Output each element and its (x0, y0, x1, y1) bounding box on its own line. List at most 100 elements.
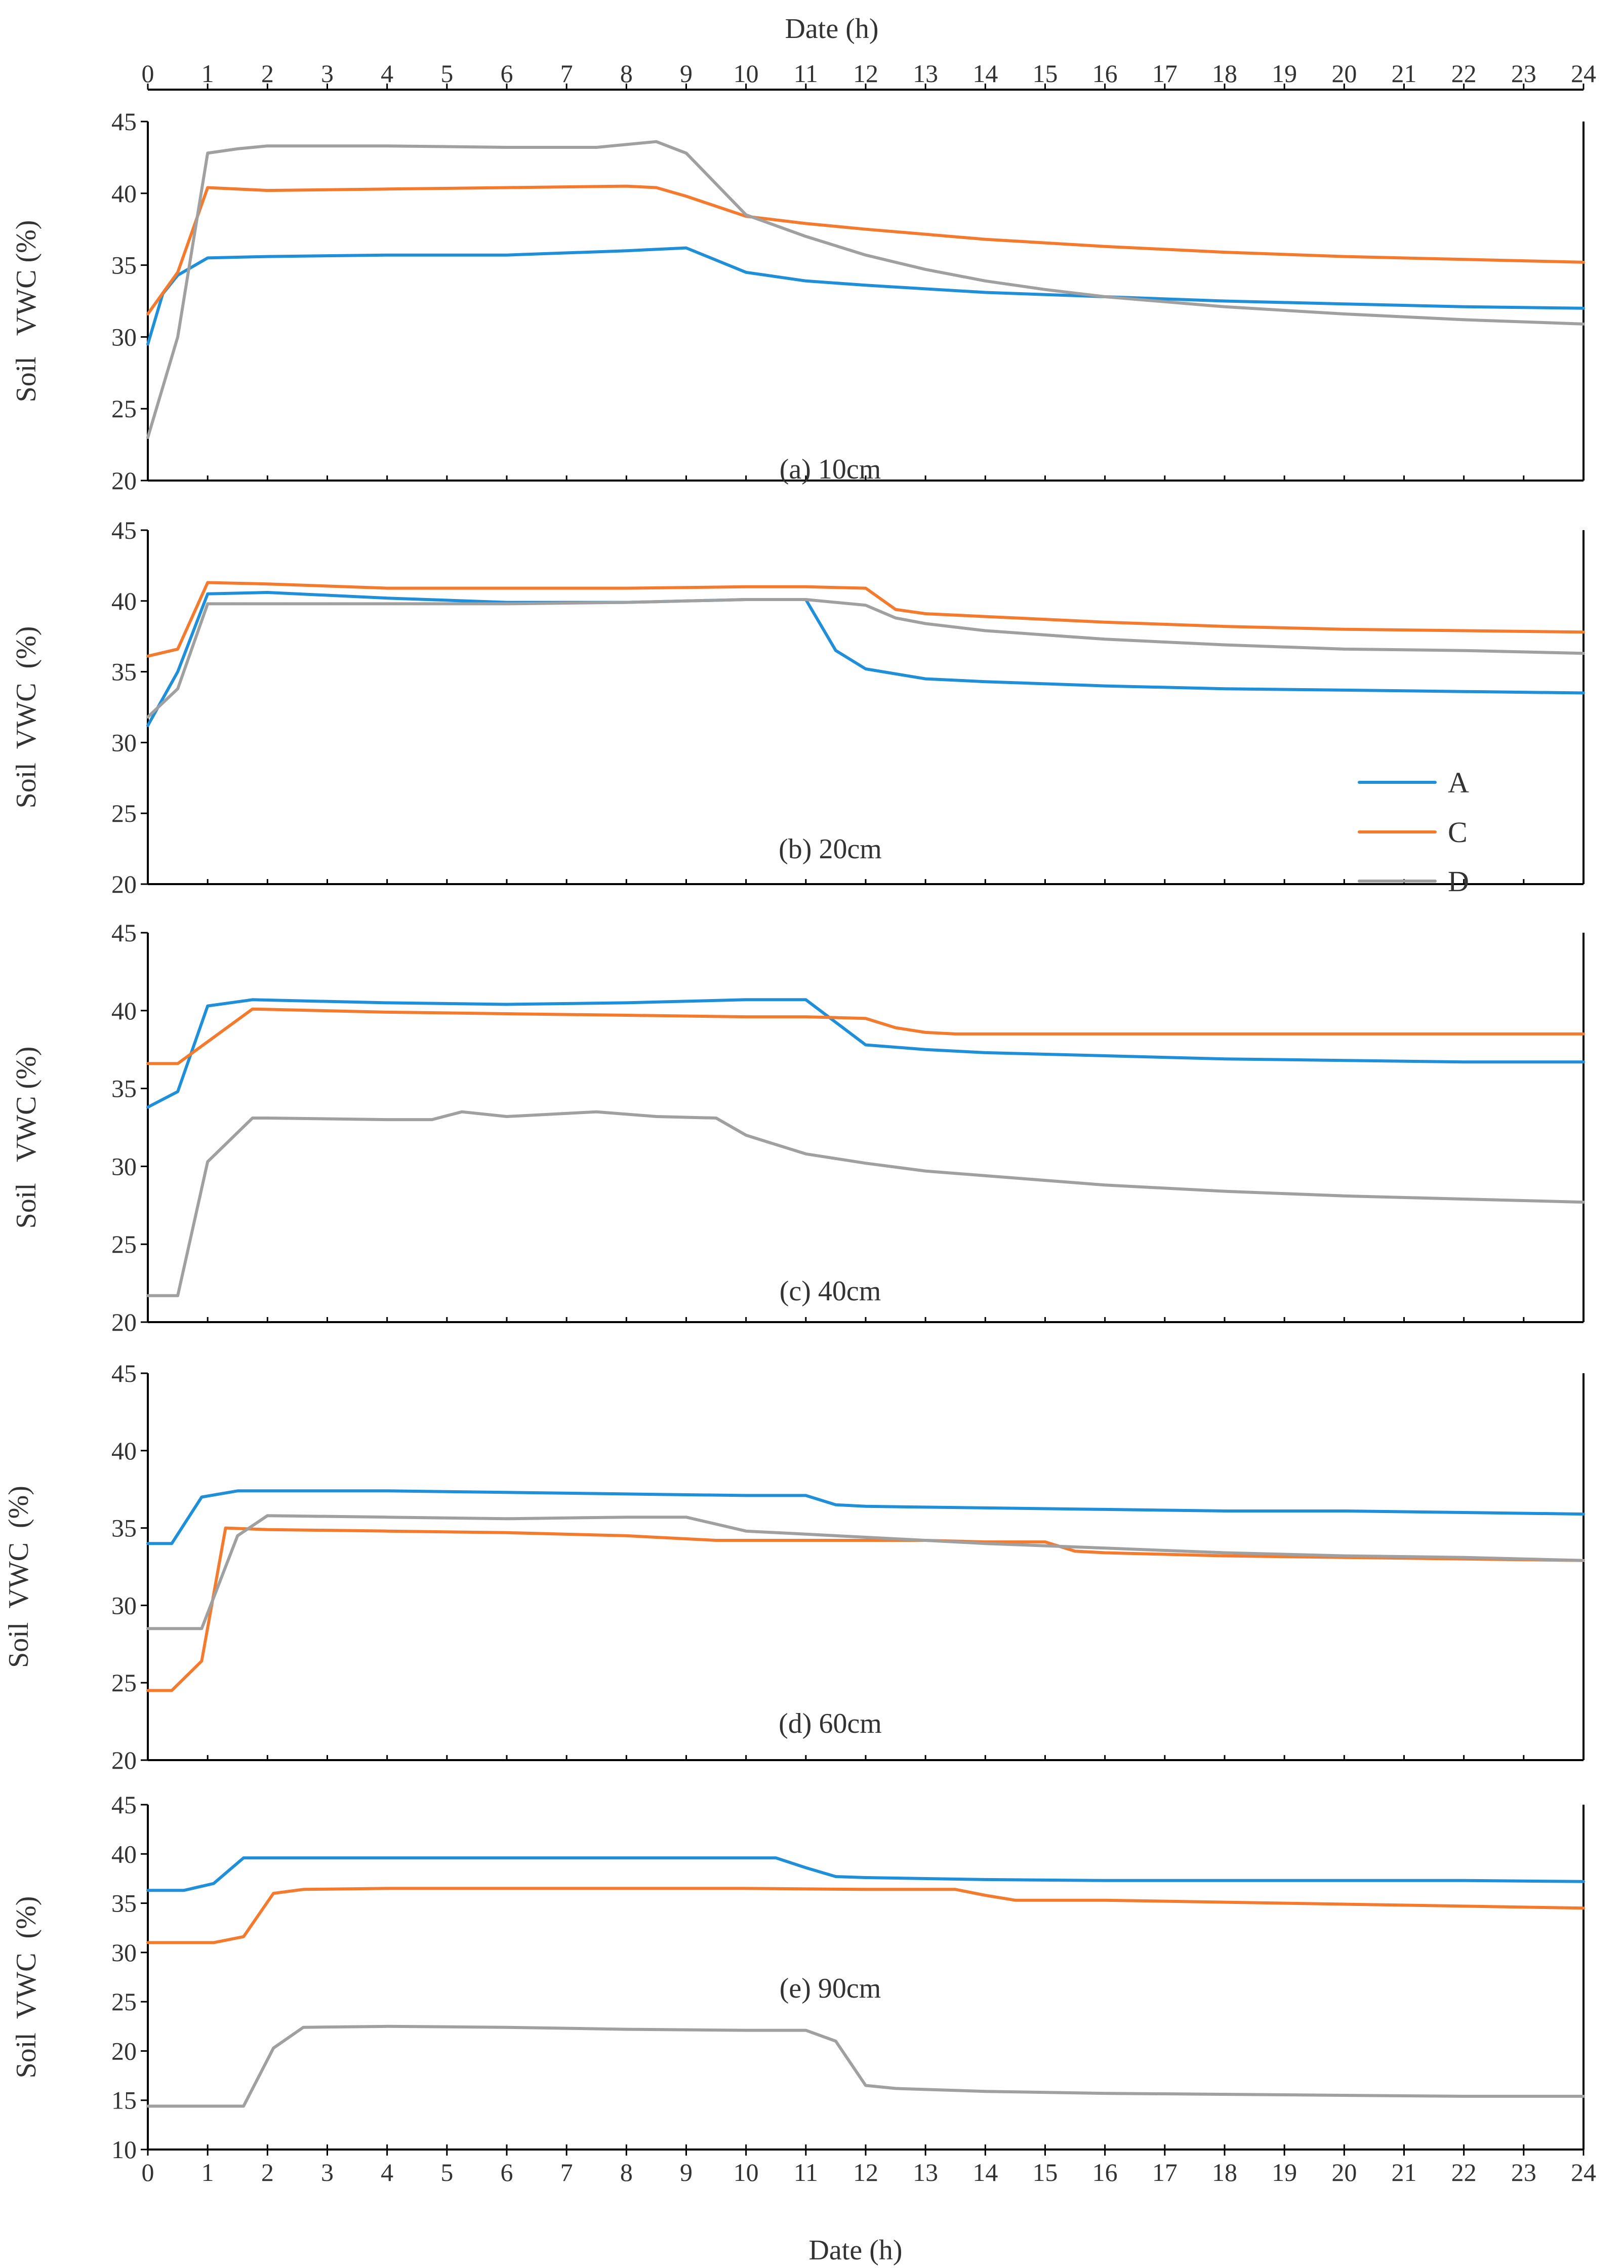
x-tick-label: 1 (201, 2158, 214, 2186)
series-A-line (146, 246, 1585, 346)
panel-title: (a) 10cm (780, 454, 881, 485)
x-tick-label: 10 (734, 2158, 759, 2186)
top-x-tick-label: 15 (1033, 59, 1058, 88)
series-A-line (146, 591, 1585, 727)
series-D-line (146, 140, 1585, 439)
x-tick-label: 14 (972, 2158, 998, 2186)
y-tick-label: 25 (111, 1230, 137, 1258)
x-tick-label: 6 (501, 2158, 513, 2186)
y-tick-label: 35 (111, 1514, 137, 1542)
x-tick-label: 3 (321, 2158, 334, 2186)
y-tick-label: 40 (111, 179, 137, 208)
y-tick-label: 35 (111, 1075, 137, 1103)
y-tick-label: 45 (111, 1359, 137, 1387)
top-x-tick-label: 22 (1451, 59, 1477, 88)
y-tick-label: 20 (111, 1746, 137, 1774)
y-axis-label: Soil VWC (%) (11, 1047, 42, 1229)
y-tick-label: 30 (111, 728, 137, 757)
top-x-tick-label: 8 (620, 59, 633, 88)
y-tick-label: 45 (111, 516, 137, 544)
y-tick-label: 40 (111, 1437, 137, 1465)
y-tick-label: 25 (111, 799, 137, 827)
series-D-line (146, 1514, 1585, 1630)
y-tick-label: 10 (111, 2135, 137, 2164)
y-tick-label: 30 (111, 1152, 137, 1180)
top-x-tick-label: 4 (381, 59, 393, 88)
x-tick-label: 16 (1092, 2158, 1118, 2186)
top-x-tick-label: 0 (142, 59, 154, 88)
x-tick-label: 9 (680, 2158, 693, 2186)
top-x-tick-label: 2 (261, 59, 274, 88)
x-tick-label: 21 (1392, 2158, 1417, 2186)
x-tick-label: 20 (1331, 2158, 1357, 2186)
x-tick-label: 24 (1571, 2158, 1596, 2186)
top-x-tick-label: 18 (1212, 59, 1237, 88)
panel-title: (d) 60cm (779, 1708, 882, 1739)
top-x-tick-label: 19 (1272, 59, 1297, 88)
y-tick-label: 20 (111, 870, 137, 898)
panel-2: 20 25 30 35 40 45 Soil VWC (%) (b) 20cm (11, 516, 1585, 898)
y-tick-label: 25 (111, 1987, 137, 2016)
y-tick-label: 45 (111, 1790, 137, 1819)
y-tick-label: 30 (111, 1591, 137, 1619)
x-tick-label: 13 (913, 2158, 938, 2186)
top-x-tick-label: 3 (321, 59, 334, 88)
series-A-line (146, 1856, 1585, 1892)
top-x-tick-label: 23 (1511, 59, 1536, 88)
x-tick-label: 7 (560, 2158, 573, 2186)
panel-title: (c) 40cm (780, 1276, 881, 1307)
top-x-tick-label: 9 (680, 59, 693, 88)
y-tick-label: 40 (111, 587, 137, 615)
top-x-tick-label: 14 (972, 59, 998, 88)
x-tick-label: 4 (381, 2158, 393, 2186)
top-x-tick-label: 13 (913, 59, 938, 88)
top-x-tick-label: 17 (1152, 59, 1178, 88)
legend-label-C: C (1448, 816, 1468, 849)
x-tick-label: 19 (1272, 2158, 1297, 2186)
top-x-tick-label: 20 (1331, 59, 1357, 88)
top-x-tick-label: 5 (440, 59, 453, 88)
panel-1: 20 25 30 35 40 45 Soil VWC (%) (a) 10cm (11, 107, 1585, 495)
y-axis-label: Soil VWC (%) (11, 220, 42, 403)
top-axis-title: Date (h) (785, 13, 878, 45)
x-tick-label: 12 (853, 2158, 878, 2186)
y-tick-label: 40 (111, 1840, 137, 1868)
series-A-line (146, 1489, 1585, 1545)
panel-4: 20 25 30 35 40 45 Soil VWC (%) (d) 60cm (3, 1359, 1585, 1774)
series-D-line (146, 598, 1585, 719)
x-tick-label: 11 (794, 2158, 818, 2186)
panel-title: (b) 20cm (779, 833, 882, 865)
y-tick-label: 45 (111, 919, 137, 947)
series-A-line (146, 998, 1585, 1109)
y-tick-label: 35 (111, 658, 137, 686)
top-x-tick-label: 10 (734, 59, 759, 88)
y-tick-label: 15 (111, 2086, 137, 2115)
top-x-tick-label: 7 (560, 59, 573, 88)
panel-3: 20 25 30 35 40 45 Soil VWC (%) (c) 40cm (11, 919, 1585, 1336)
y-tick-label: 20 (111, 2037, 137, 2065)
top-x-tick-label: 12 (853, 59, 878, 88)
series-D-line (146, 2024, 1585, 2108)
legend: ACD (1358, 766, 1469, 898)
y-tick-label: 30 (111, 323, 137, 351)
y-tick-label: 35 (111, 1889, 137, 1918)
y-tick-label: 30 (111, 1938, 137, 1967)
top-x-tick-label: 1 (201, 59, 214, 88)
bottom-axis-title: Date (h) (808, 2235, 902, 2266)
legend-label-D: D (1448, 865, 1469, 898)
series-D-line (146, 1110, 1585, 1297)
series-C-line (146, 1526, 1585, 1692)
top-x-tick-label: 16 (1092, 59, 1118, 88)
y-axis-label: Soil VWC (%) (3, 1486, 34, 1668)
top-x-tick-label: 24 (1571, 59, 1596, 88)
y-tick-label: 25 (111, 394, 137, 423)
x-tick-label: 0 (142, 2158, 154, 2186)
top-x-axis: 0 1 2 3 4 5 6 7 8 9 10 11 12 13 14 15 16 17 18 19 20 21 22 23 24 (142, 59, 1596, 91)
y-axis-label: Soil VWC (%) (11, 1896, 42, 2079)
top-x-tick-label: 6 (501, 59, 513, 88)
series-C-line (146, 581, 1585, 658)
top-x-tick-label: 21 (1392, 59, 1417, 88)
